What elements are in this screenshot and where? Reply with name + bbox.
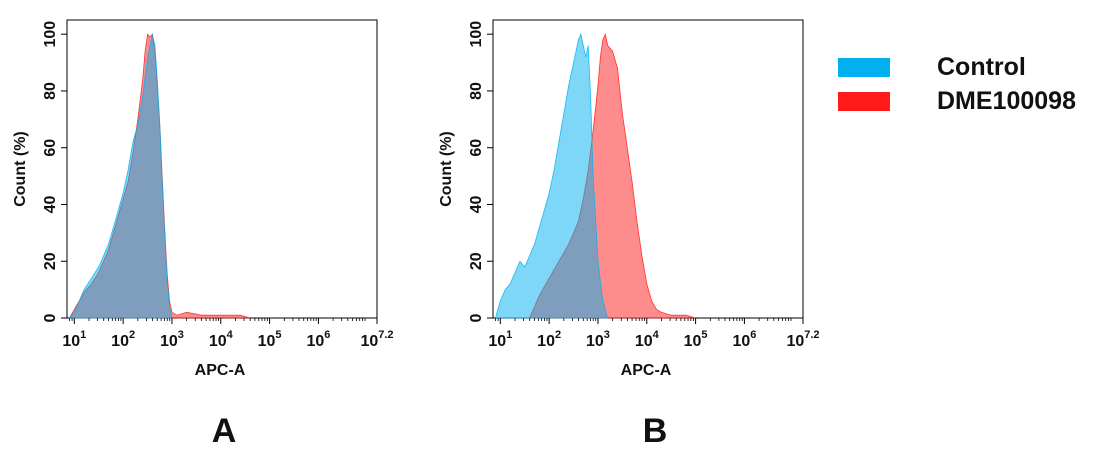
y-tick-label: 100 [468, 21, 485, 48]
series-control [68, 34, 173, 319]
x-tick-label: 102 [537, 329, 561, 350]
legend-swatch-control [838, 58, 890, 77]
panel-label: A [212, 412, 237, 450]
x-tick-label: 106 [306, 329, 330, 350]
legend-swatch-dme100098 [838, 92, 890, 111]
x-axis-title: APC-A [195, 362, 246, 379]
x-tick-label: 105 [258, 329, 282, 350]
y-tick-label: 80 [42, 82, 59, 100]
y-tick-label: 60 [468, 139, 485, 157]
y-tick-label: 40 [468, 195, 485, 213]
y-axis-title: Count (%) [438, 131, 455, 207]
x-tick-label: 105 [684, 329, 708, 350]
x-tick-label: 106 [732, 329, 756, 350]
y-tick-label: 20 [468, 252, 485, 270]
legend: Control DME100098 [838, 53, 1076, 115]
x-tick-label: 103 [160, 329, 184, 350]
x-tick-label: 101 [488, 329, 512, 350]
x-tick-label: 101 [62, 329, 86, 350]
y-tick-label: 80 [468, 82, 485, 100]
panel-a: 0 20 40 60 80 100 101 102 103 104 105 106 107.2 APC-A… [12, 19, 394, 450]
x-tick-label: 104 [209, 329, 234, 350]
panel-b: 0 20 40 60 80 100 101 102 103 104 105 106 107.2 APC-A… [438, 19, 820, 450]
series-control [494, 32, 609, 319]
y-tick-label: 20 [42, 252, 59, 270]
y-tick-label: 40 [42, 195, 59, 213]
x-tick-label: 102 [111, 329, 135, 350]
y-tick-label: 0 [42, 313, 59, 322]
y-tick-label: 100 [42, 21, 59, 48]
x-tick-label: 104 [635, 329, 660, 350]
legend-label-control: Control [937, 53, 1026, 81]
x-tick-label: 107.2 [786, 329, 819, 350]
y-tick-label: 60 [42, 139, 59, 157]
x-tick-label: 107.2 [360, 329, 393, 350]
legend-label-dme100098: DME100098 [937, 87, 1076, 115]
x-axis-title: APC-A [621, 362, 672, 379]
y-axis-title: Count (%) [12, 131, 29, 207]
x-tick-label: 103 [586, 329, 610, 350]
panel-label: B [643, 412, 668, 450]
y-tick-label: 0 [468, 313, 485, 322]
